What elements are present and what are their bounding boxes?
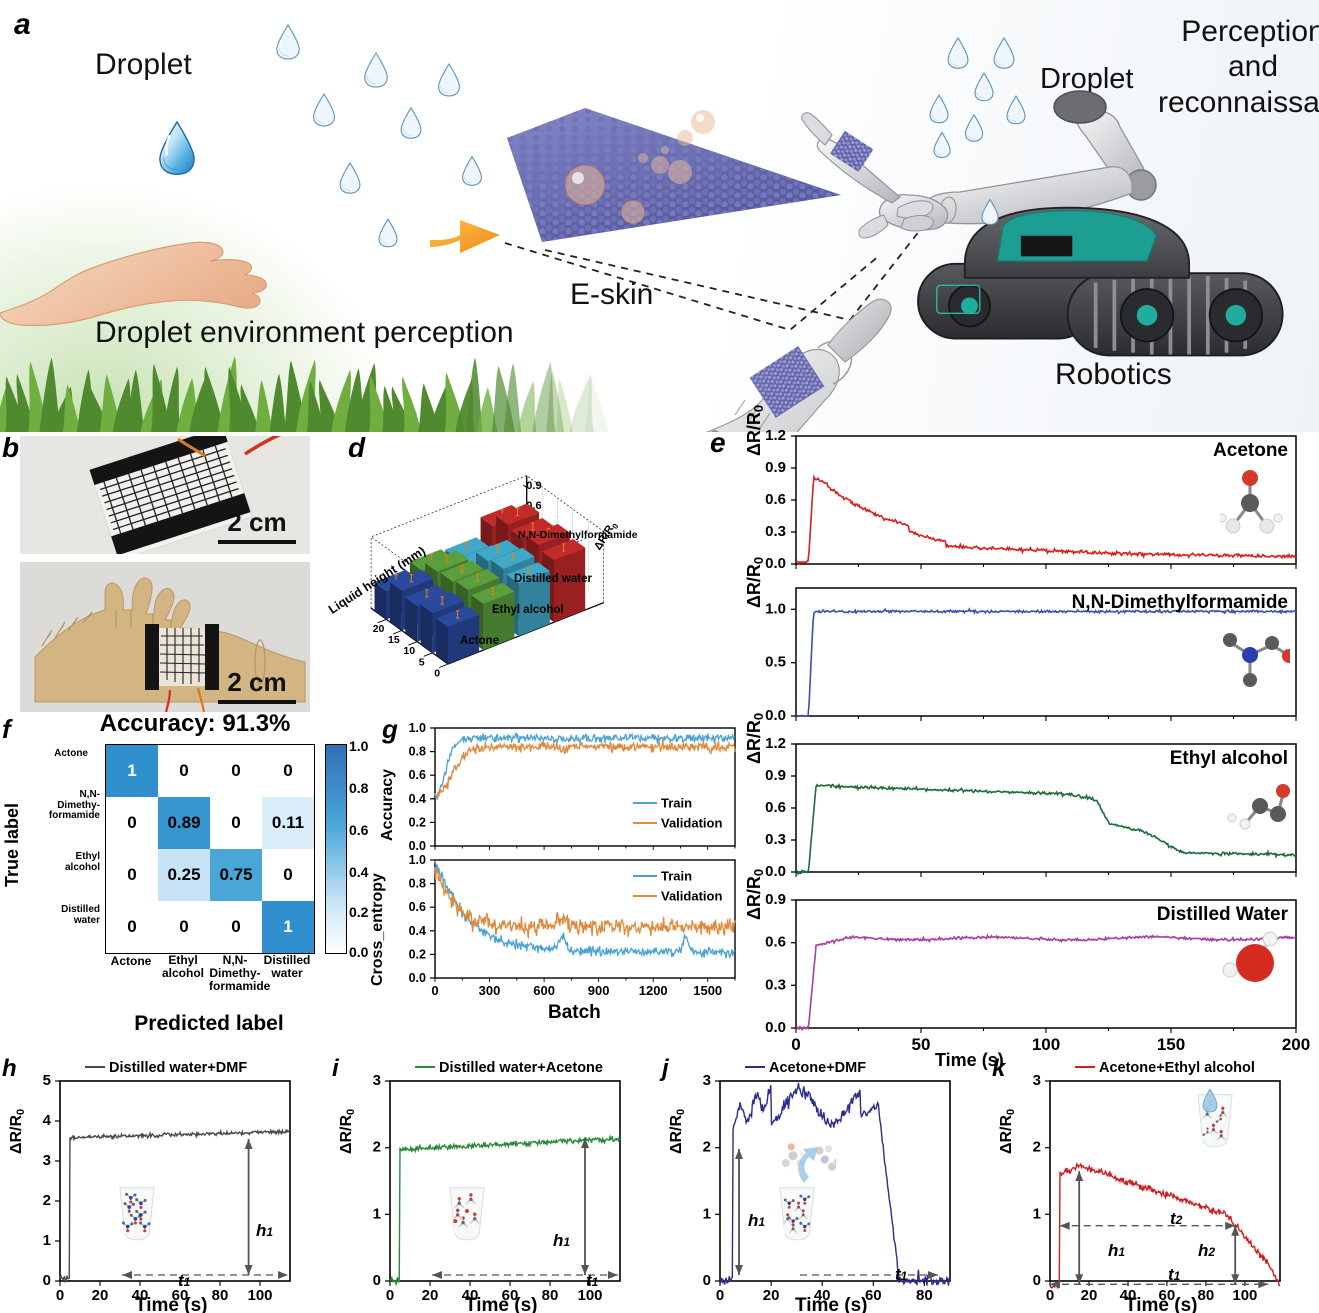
svg-text:0.9: 0.9 [526, 480, 541, 492]
svg-text:0.0: 0.0 [765, 1019, 786, 1036]
svg-text:0.5: 0.5 [765, 654, 786, 671]
svg-text:0: 0 [431, 983, 438, 998]
svg-text:20: 20 [422, 1287, 439, 1304]
svg-text:100: 100 [247, 1287, 272, 1304]
svg-text:3: 3 [1033, 1072, 1041, 1089]
svg-text:1: 1 [43, 1232, 51, 1249]
svg-text:0.0: 0.0 [765, 555, 786, 572]
svg-text:1.0: 1.0 [409, 853, 426, 867]
svg-text:1500: 1500 [693, 983, 722, 998]
svg-text:0: 0 [434, 668, 440, 680]
svg-text:0.9: 0.9 [765, 459, 786, 476]
svg-text:0.0: 0.0 [409, 839, 426, 853]
svg-text:1200: 1200 [639, 983, 668, 998]
svg-text:0: 0 [1033, 1272, 1041, 1289]
svg-text:100: 100 [1232, 1287, 1257, 1304]
svg-text:0: 0 [716, 1287, 724, 1304]
svg-text:5: 5 [419, 656, 425, 668]
svg-text:3: 3 [703, 1072, 711, 1089]
svg-text:0.6: 0.6 [765, 491, 786, 508]
svg-text:20: 20 [92, 1287, 109, 1304]
svg-text:5: 5 [43, 1072, 51, 1089]
svg-text:0.4: 0.4 [409, 924, 426, 938]
svg-text:4: 4 [43, 1112, 52, 1129]
svg-text:0.6: 0.6 [765, 799, 786, 816]
svg-text:Distilled Water: Distilled Water [1157, 904, 1289, 925]
svg-text:0.3: 0.3 [765, 976, 786, 993]
svg-text:300: 300 [479, 983, 501, 998]
svg-text:1: 1 [373, 1205, 381, 1222]
svg-text:0.6: 0.6 [409, 900, 426, 914]
svg-text:80: 80 [212, 1287, 229, 1304]
svg-text:80: 80 [1198, 1287, 1215, 1304]
svg-text:0.6: 0.6 [409, 768, 426, 782]
svg-text:3: 3 [43, 1152, 51, 1169]
svg-text:Validation: Validation [661, 889, 722, 904]
svg-text:0.2: 0.2 [409, 815, 426, 829]
svg-text:15: 15 [388, 634, 400, 646]
svg-text:Acetone+DMF: Acetone+DMF [769, 1060, 866, 1076]
svg-text:50: 50 [912, 1035, 931, 1054]
svg-text:0.9: 0.9 [765, 891, 786, 908]
svg-text:600: 600 [533, 983, 555, 998]
svg-text:0: 0 [703, 1272, 711, 1289]
svg-text:Distilled water+Acetone: Distilled water+Acetone [439, 1060, 603, 1076]
svg-text:0: 0 [43, 1272, 51, 1289]
svg-text:1.2: 1.2 [765, 427, 786, 444]
svg-text:10: 10 [403, 645, 415, 657]
svg-text:0.8: 0.8 [409, 877, 426, 891]
svg-text:0.6: 0.6 [765, 934, 786, 951]
svg-text:150: 150 [1157, 1035, 1185, 1054]
svg-text:Distilled water+DMF: Distilled water+DMF [109, 1060, 247, 1076]
svg-text:Train: Train [661, 869, 692, 884]
svg-text:20: 20 [1081, 1287, 1098, 1304]
svg-text:1: 1 [1033, 1205, 1041, 1222]
svg-text:900: 900 [588, 983, 610, 998]
svg-text:2: 2 [1033, 1139, 1041, 1156]
svg-text:Validation: Validation [661, 816, 722, 831]
svg-text:N,N-Dimethylformamide: N,N-Dimethylformamide [1072, 592, 1288, 613]
svg-text:200: 200 [1282, 1035, 1310, 1054]
svg-text:20: 20 [373, 623, 385, 635]
svg-text:2: 2 [703, 1139, 711, 1156]
svg-text:0: 0 [386, 1287, 394, 1304]
svg-text:0: 0 [1046, 1287, 1054, 1304]
svg-text:0.2: 0.2 [409, 947, 426, 961]
svg-text:Train: Train [661, 796, 692, 811]
svg-text:0.0: 0.0 [409, 971, 426, 985]
svg-text:1.0: 1.0 [409, 721, 426, 735]
svg-text:1.2: 1.2 [765, 735, 786, 752]
svg-text:2: 2 [373, 1139, 381, 1156]
svg-text:0.3: 0.3 [765, 831, 786, 848]
svg-text:0.9: 0.9 [765, 767, 786, 784]
svg-text:0: 0 [373, 1272, 381, 1289]
svg-text:0.0: 0.0 [765, 707, 786, 724]
svg-text:80: 80 [542, 1287, 559, 1304]
svg-text:Acetone+Ethyl alcohol: Acetone+Ethyl alcohol [1099, 1060, 1255, 1076]
svg-text:80: 80 [916, 1287, 933, 1304]
svg-text:100: 100 [1032, 1035, 1060, 1054]
svg-text:1.0: 1.0 [765, 600, 786, 617]
svg-text:Acetone: Acetone [1213, 440, 1288, 461]
svg-text:0.3: 0.3 [765, 523, 786, 540]
svg-text:0: 0 [791, 1035, 800, 1054]
svg-text:0.4: 0.4 [409, 792, 426, 806]
svg-text:0.8: 0.8 [409, 745, 426, 759]
svg-text:Ethyl alcohol: Ethyl alcohol [1170, 748, 1288, 769]
svg-text:3: 3 [373, 1072, 381, 1089]
svg-text:2: 2 [43, 1192, 51, 1209]
svg-text:0: 0 [56, 1287, 64, 1304]
svg-text:20: 20 [763, 1287, 780, 1304]
svg-text:0.0: 0.0 [765, 863, 786, 880]
svg-text:1: 1 [703, 1205, 711, 1222]
